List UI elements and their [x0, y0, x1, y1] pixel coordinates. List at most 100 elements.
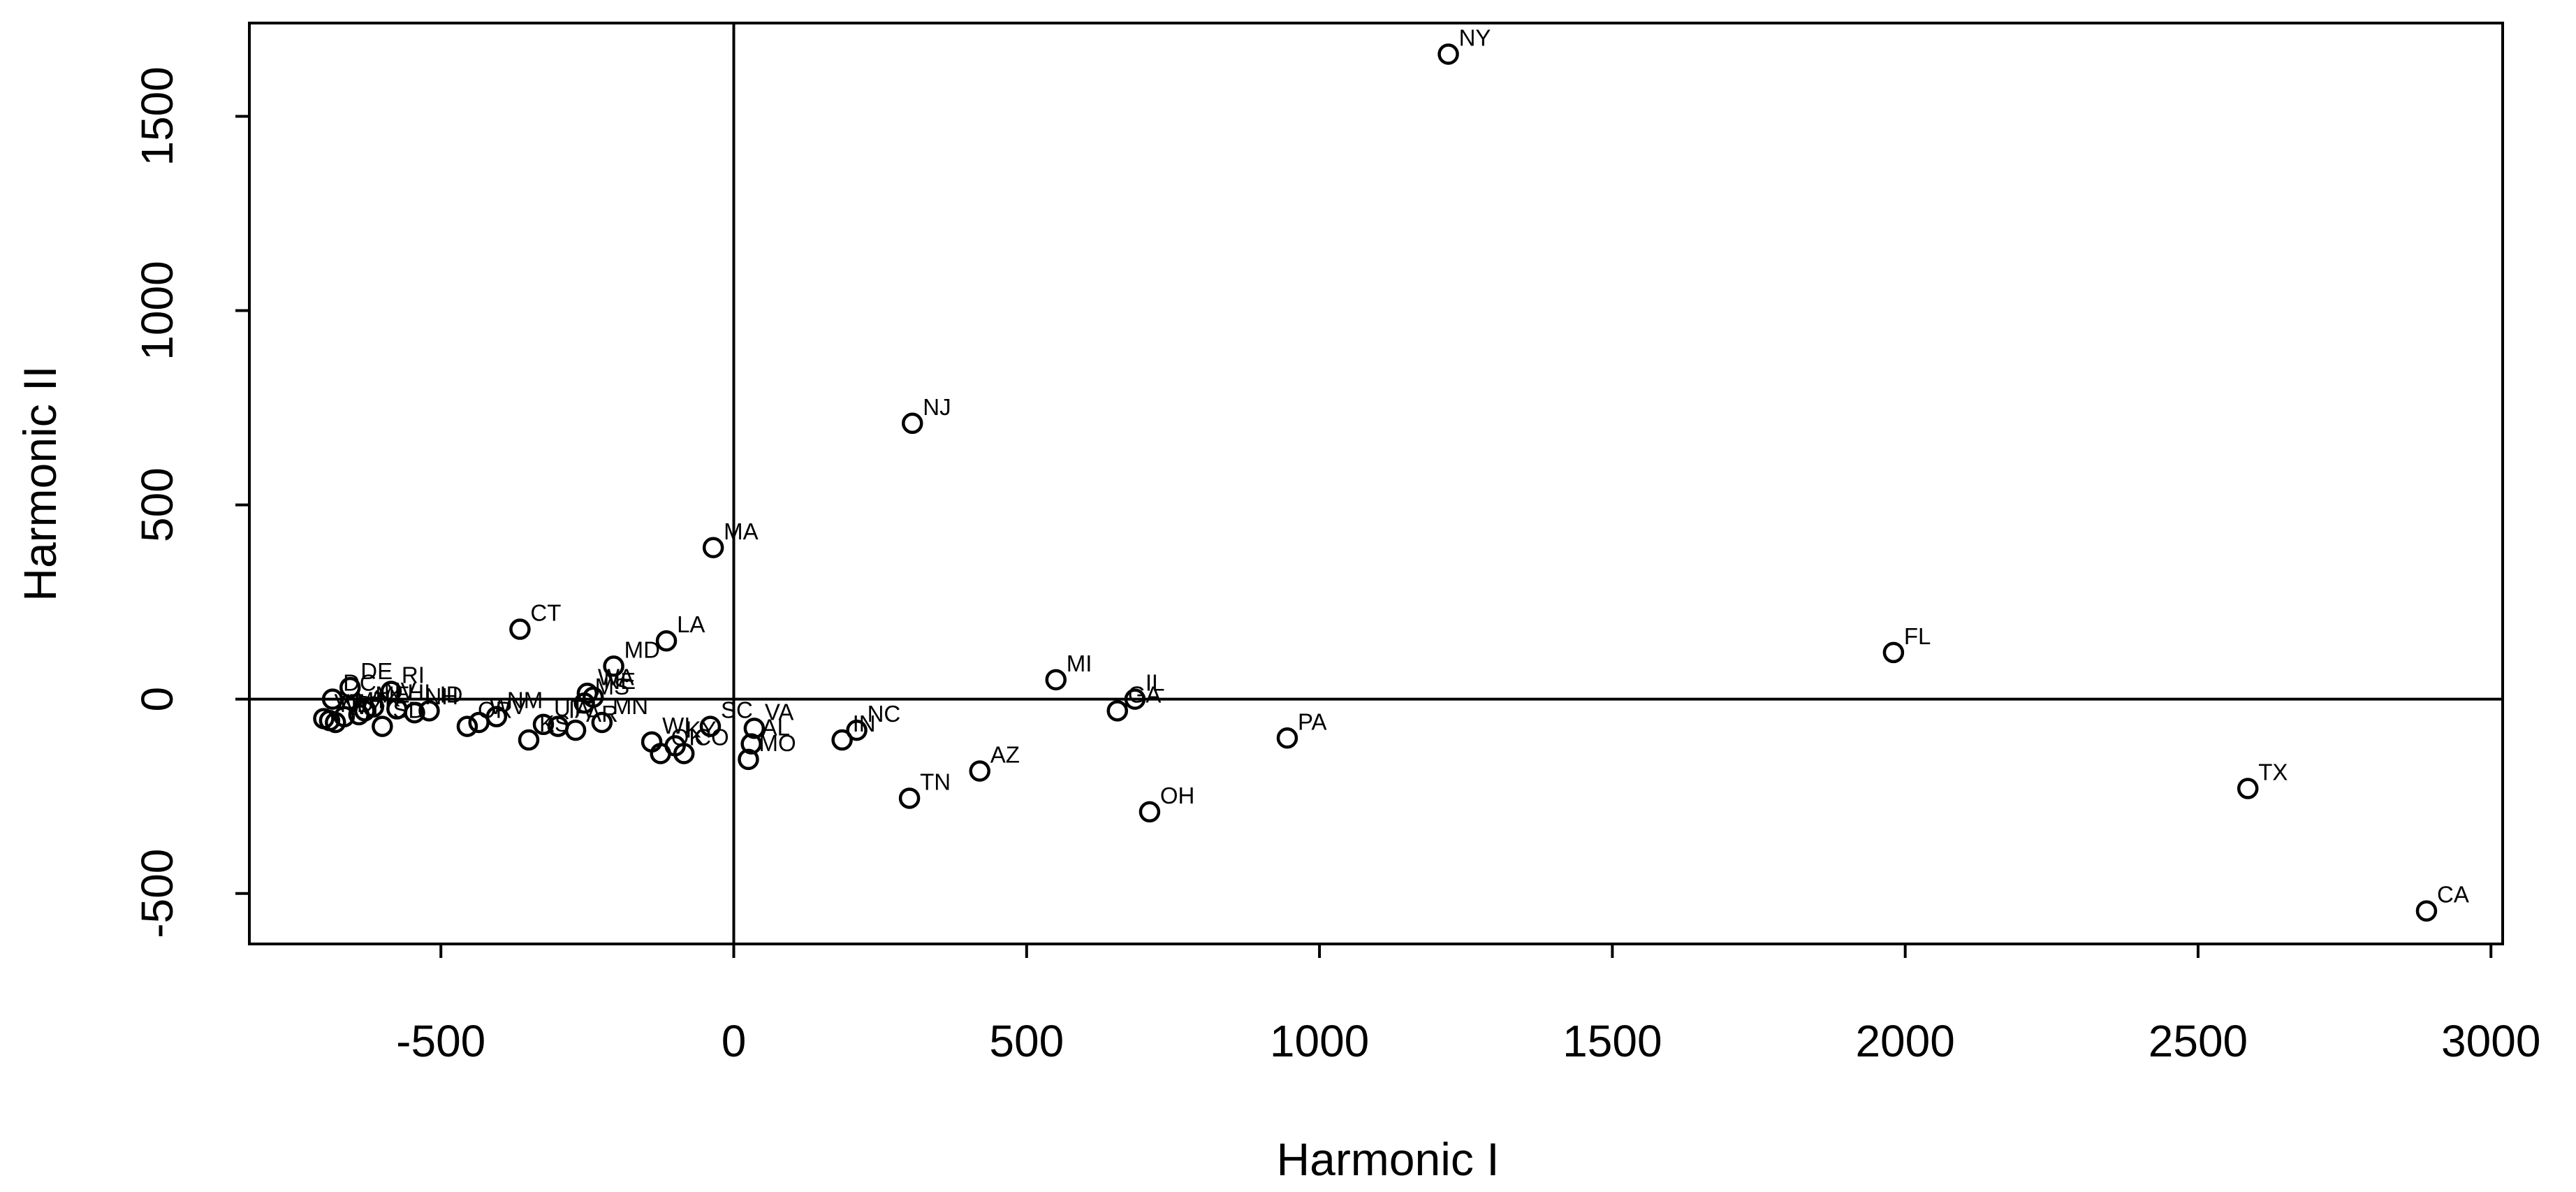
x-tick-label: 1500 [1563, 1016, 1662, 1066]
point-tx [2237, 778, 2259, 799]
point-label-nj: NJ [923, 394, 951, 420]
y-tick-label: 1000 [132, 261, 182, 360]
point-label-fl: FL [1904, 623, 1931, 649]
point-az [969, 760, 990, 782]
x-axis: -500 0 500 1000 1500 2000 2500 3000 [396, 943, 2540, 1066]
point-label-wv: WV [490, 693, 527, 719]
point-hi [386, 698, 408, 720]
point-la [655, 630, 678, 652]
x-axis-title: Harmonic I [1276, 1133, 1499, 1185]
point-label-mi: MI [1067, 650, 1092, 676]
point-ny [1437, 43, 1459, 65]
point-label-md: MD [624, 637, 660, 662]
x-tick-label: 0 [722, 1016, 747, 1066]
x-tick-label: 3000 [2441, 1016, 2540, 1066]
point-vt [313, 708, 335, 729]
point-ia [547, 715, 569, 737]
point-label-va: VA [765, 699, 794, 725]
point-dc [321, 688, 344, 710]
point-label-ia: IA [569, 697, 590, 723]
point-label-wi: WI [662, 713, 690, 739]
point-al [740, 733, 762, 755]
point-ut [532, 713, 555, 736]
point-label-nm: NM [507, 688, 543, 713]
point-label-wa: WA [598, 664, 634, 690]
y-tick-label: -500 [132, 849, 182, 938]
point-label-or: OR [478, 697, 513, 723]
point-or [456, 715, 478, 737]
point-label-pa: PA [1298, 708, 1327, 734]
point-oh [1139, 801, 1161, 823]
point-wi [641, 731, 663, 753]
reference-lines [249, 23, 2503, 944]
point-label-mt: MT [355, 688, 388, 713]
point-nc [846, 719, 868, 741]
point-label-ut: UT [554, 695, 585, 721]
point-label-mn: MN [613, 693, 648, 719]
point-mi [1045, 669, 1067, 691]
point-ga [1106, 700, 1129, 722]
point-id [418, 700, 440, 722]
point-ms [573, 692, 595, 714]
point-va [743, 718, 766, 739]
point-label-me: ME [375, 681, 410, 707]
point-label-hi: HI [407, 680, 430, 706]
y-tick-label: 0 [132, 687, 182, 712]
point-label-nc: NC [868, 701, 901, 727]
point-label-ri: RI [402, 662, 425, 688]
point-label-ma: MA [724, 518, 759, 544]
x-tick-label: 2500 [2149, 1016, 2248, 1066]
point-fl [1882, 641, 1905, 664]
point-de [339, 676, 361, 699]
plot-frame [248, 22, 2504, 945]
point-label-id: ID [439, 681, 462, 707]
point-tn [898, 787, 921, 809]
point-label-de: DE [360, 658, 393, 684]
point-mn [591, 711, 613, 734]
x-tick-label: 1000 [1270, 1016, 1369, 1066]
point-label-ca: CA [2437, 882, 2469, 908]
y-tick-label: 1500 [132, 66, 182, 166]
point-ca [2415, 900, 2438, 922]
point-label-ne: NE [603, 668, 636, 694]
point-in [831, 729, 853, 751]
x-tick-label: -500 [396, 1016, 485, 1066]
point-label-oh: OH [1160, 783, 1195, 808]
point-ak [348, 704, 370, 726]
point-label-ak: AK [369, 685, 400, 711]
point-pa [1276, 727, 1298, 749]
point-label-dc: DC [343, 670, 376, 696]
point-label-ga: GA [1128, 681, 1162, 707]
point-wv [468, 711, 490, 734]
y-tick-label: 500 [132, 467, 182, 542]
point-label-ct: CT [530, 600, 561, 626]
data-points [313, 43, 2438, 922]
x-tick-label: 500 [989, 1016, 1064, 1066]
y-axis-title: Harmonic II [14, 365, 66, 601]
point-label-az: AZ [990, 742, 1020, 768]
point-label-tn: TN [920, 769, 951, 794]
point-ks [518, 729, 540, 751]
point-label-wy: WY [346, 693, 383, 719]
point-ct [509, 618, 531, 640]
point-label-ar: AR [586, 701, 618, 727]
point-il [1124, 688, 1146, 710]
point-label-al: AL [762, 715, 790, 741]
point-label-vt: VT [334, 689, 363, 715]
point-label-nh: NH [425, 683, 458, 709]
point-ky [664, 735, 686, 757]
point-label-in: IN [853, 711, 876, 736]
point-label-la: LA [677, 611, 705, 637]
point-label-nv: NV [384, 678, 416, 704]
point-label-co: CO [694, 725, 729, 750]
point-sc [699, 715, 722, 737]
point-label-nd: ND [340, 691, 374, 717]
point-ma [702, 537, 724, 559]
x-tick-label: 2000 [1855, 1016, 1954, 1066]
point-label-sc: SC [721, 697, 753, 723]
point-label-ms: MS [595, 674, 630, 699]
point-label-ny: NY [1459, 24, 1491, 50]
point-md [603, 655, 624, 677]
